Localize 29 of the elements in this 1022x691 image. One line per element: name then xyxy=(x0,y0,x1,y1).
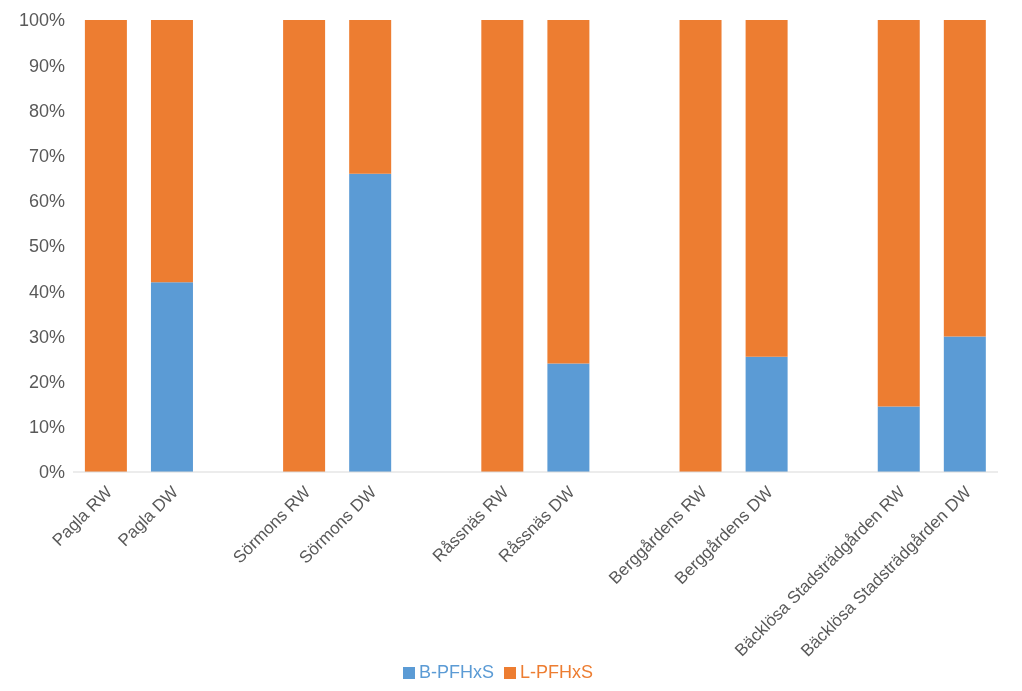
y-tick-label: 90% xyxy=(28,55,65,76)
bar xyxy=(943,336,986,472)
legend-label: B-PFHxS xyxy=(418,662,494,682)
bar xyxy=(547,20,590,364)
bar xyxy=(481,20,524,472)
bar xyxy=(283,20,326,472)
bar xyxy=(745,20,788,357)
y-tick-label: 100% xyxy=(18,10,65,31)
legend-label: L-PFHxS xyxy=(520,662,594,682)
bar xyxy=(547,363,590,472)
y-tick-label: 70% xyxy=(28,145,65,166)
bar xyxy=(943,20,986,337)
y-tick-label: 50% xyxy=(28,236,65,257)
bar xyxy=(877,20,920,407)
y-tick-label: 40% xyxy=(28,281,65,302)
bar xyxy=(745,356,788,472)
bar xyxy=(349,173,392,472)
y-tick-label: 30% xyxy=(28,326,65,347)
y-tick-label: 10% xyxy=(28,417,65,438)
y-tick-label: 20% xyxy=(28,371,65,392)
y-tick-label: 0% xyxy=(38,462,65,483)
y-tick-label: 80% xyxy=(28,100,65,121)
bar xyxy=(150,282,193,472)
y-tick-label: 60% xyxy=(28,191,65,212)
bar xyxy=(84,20,127,472)
bar xyxy=(150,20,193,283)
bar xyxy=(877,406,920,472)
bar xyxy=(349,20,392,174)
bar xyxy=(679,20,722,472)
